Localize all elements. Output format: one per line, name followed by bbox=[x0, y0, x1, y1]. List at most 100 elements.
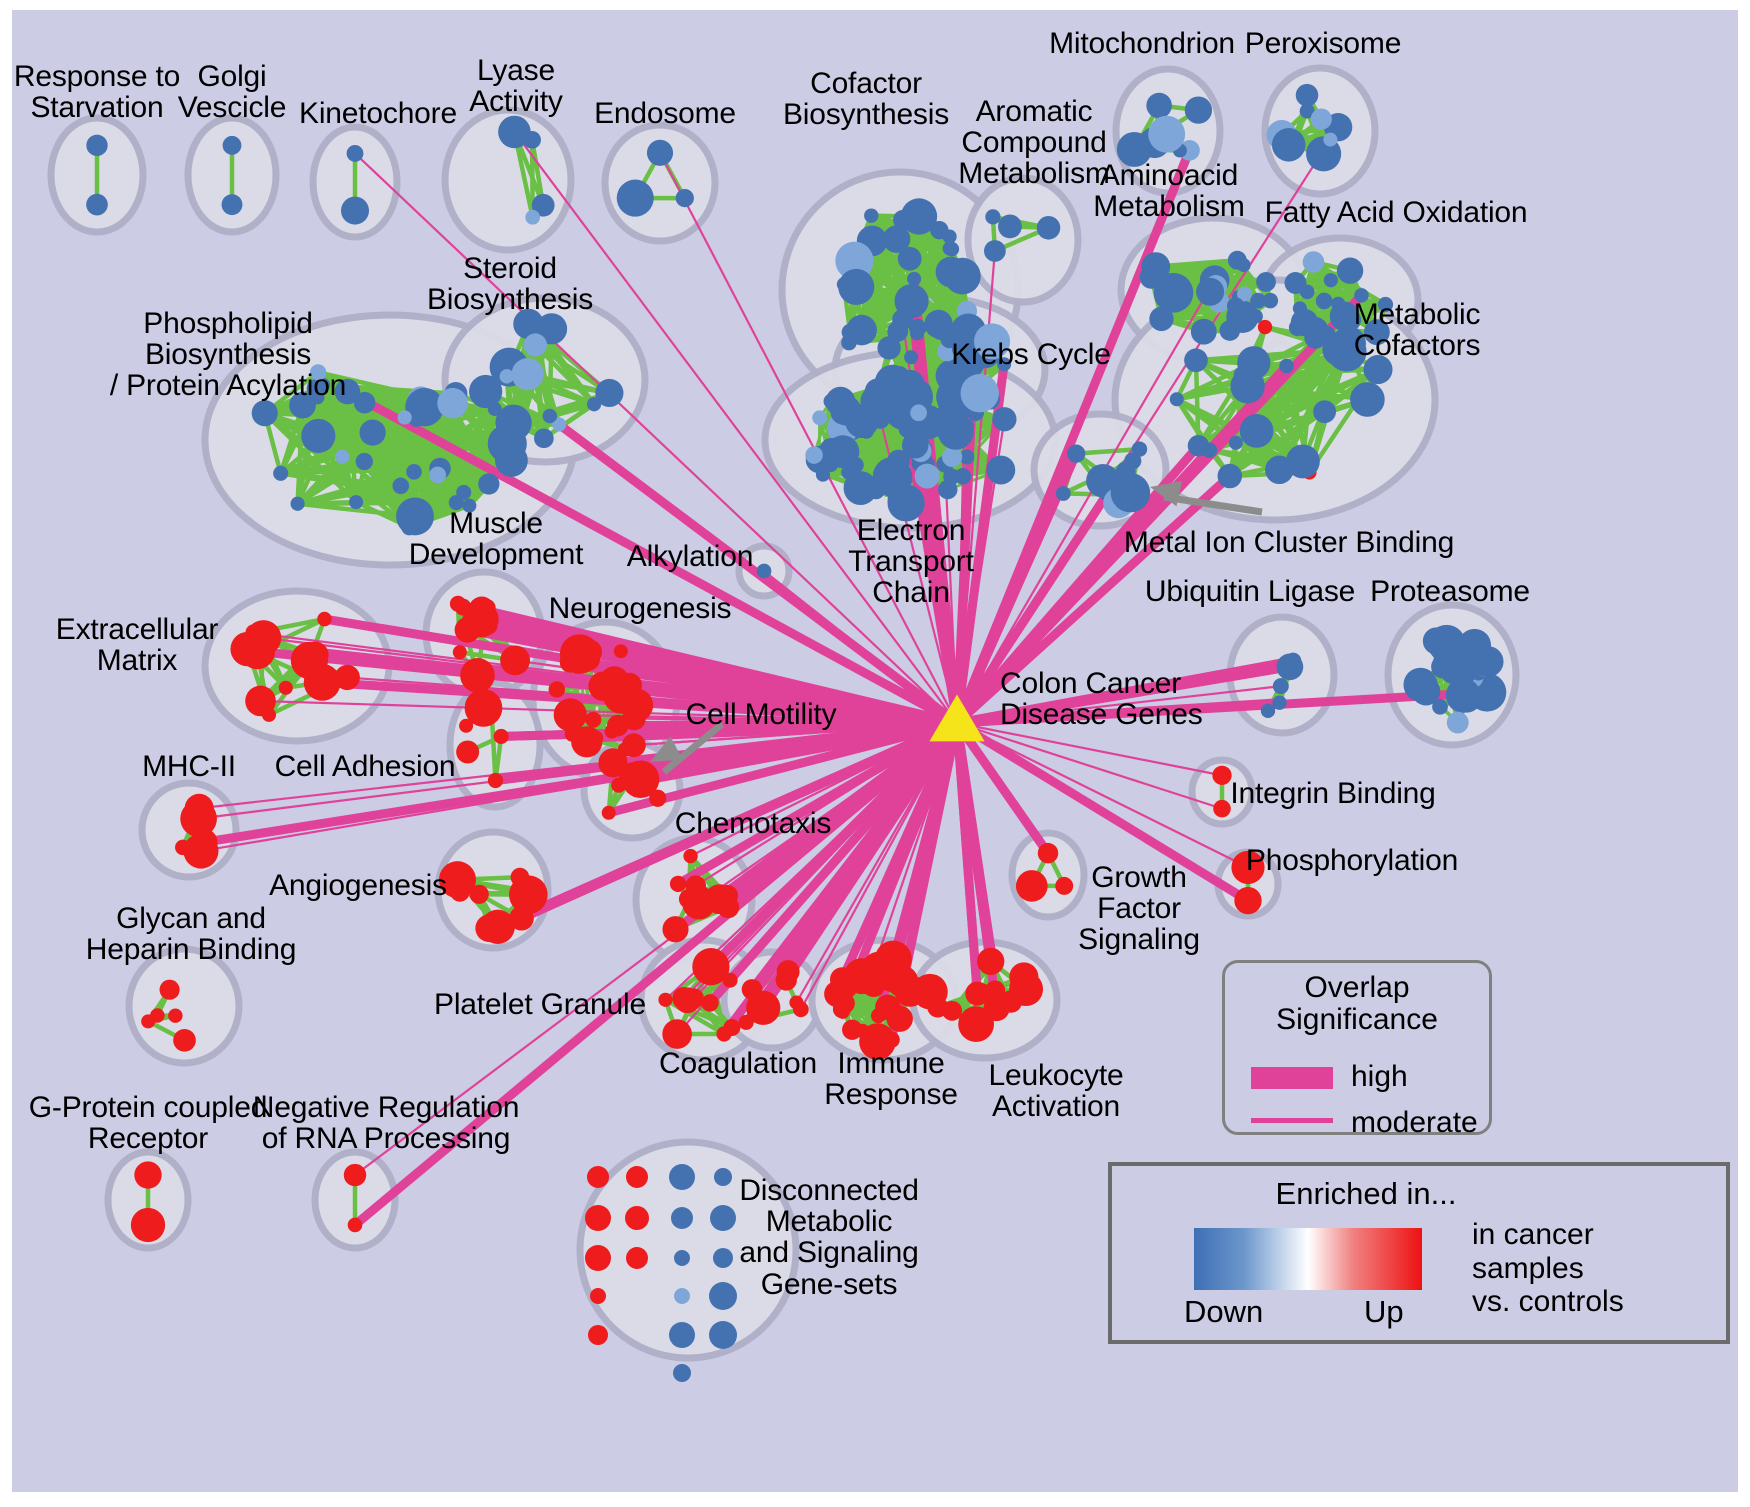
gene-set-node bbox=[985, 209, 1001, 225]
hub-edges bbox=[182, 126, 1488, 1229]
cluster-label-extracellular-matrix: Extracellular Matrix bbox=[55, 613, 219, 678]
gene-set-node bbox=[1257, 319, 1273, 335]
hub-edge-high bbox=[759, 720, 961, 1011]
cluster-label-steroid-biosynthesis: Steroid Biosynthesis bbox=[426, 252, 593, 317]
disconnected-gene-set-node bbox=[714, 1168, 732, 1186]
gene-set-node bbox=[523, 333, 547, 357]
gene-set-node bbox=[669, 875, 687, 893]
gene-set-node bbox=[1037, 842, 1059, 864]
overlap-high-swatch bbox=[1251, 1067, 1333, 1089]
cluster-halo bbox=[576, 1138, 800, 1362]
gene-set-node bbox=[577, 639, 603, 665]
gene-set-node bbox=[1363, 319, 1390, 346]
disconnected-gene-set-node bbox=[588, 1325, 608, 1345]
hub-node-label: Colon Cancer Disease Genes bbox=[1000, 667, 1203, 732]
gene-set-node bbox=[789, 995, 804, 1010]
gene-set-node bbox=[675, 188, 694, 208]
hub-edge-high bbox=[675, 719, 960, 888]
enrichment-down-label: Down bbox=[1184, 1294, 1264, 1329]
gene-set-node bbox=[683, 988, 705, 1009]
hub-edge-high bbox=[635, 718, 958, 777]
gene-set-node bbox=[1184, 348, 1208, 373]
gene-set-node bbox=[340, 196, 370, 225]
gene-set-node bbox=[701, 994, 719, 1012]
gene-set-node bbox=[901, 432, 929, 459]
gene-set-node bbox=[835, 241, 874, 280]
disconnected-gene-set-node bbox=[709, 1321, 737, 1349]
gene-set-node bbox=[974, 323, 1011, 360]
cluster-label-ubiquitin-ligase: Ubiquitin Ligase bbox=[1144, 575, 1356, 608]
gene-set-node bbox=[723, 1019, 741, 1037]
cluster-label-glycan-and-heparin-binding: Glycan and Heparin Binding bbox=[85, 902, 297, 967]
gene-set-node bbox=[997, 357, 1012, 372]
gene-set-node bbox=[552, 417, 567, 432]
disconnected-gene-set-node bbox=[673, 1364, 691, 1382]
hub-edge-high bbox=[495, 718, 959, 931]
gene-set-node bbox=[843, 471, 878, 506]
gene-set-node bbox=[1231, 850, 1265, 884]
gene-set-node bbox=[951, 359, 968, 377]
gene-set-node bbox=[974, 983, 991, 1000]
gene-set-node bbox=[183, 833, 219, 869]
gene-set-edge bbox=[533, 342, 597, 407]
hub-edge-moderate bbox=[659, 152, 958, 724]
gene-set-node bbox=[977, 947, 1005, 976]
annotation-arrow-line bbox=[1163, 493, 1263, 516]
gene-set-node bbox=[1472, 646, 1504, 678]
disconnected-gene-set-node bbox=[709, 1282, 737, 1310]
gene-set-node bbox=[1149, 306, 1174, 332]
gene-set-node bbox=[598, 748, 628, 778]
gene-set-node bbox=[405, 387, 444, 427]
disconnected-gene-set-node bbox=[585, 1205, 611, 1231]
cluster-label-krebs-cycle: Krebs Cycle bbox=[951, 338, 1111, 371]
gene-set-node bbox=[1363, 355, 1393, 385]
cluster-label-platelet-granule: Platelet Granule bbox=[434, 988, 646, 1021]
gene-set-node bbox=[1323, 273, 1338, 288]
gene-set-node bbox=[847, 456, 864, 474]
gene-set-node bbox=[1336, 257, 1364, 284]
gene-set-node bbox=[1226, 297, 1245, 315]
gene-set-node bbox=[998, 214, 1022, 239]
cluster-label-cell-motility: Cell Motility bbox=[685, 698, 837, 731]
gene-set-node bbox=[1292, 301, 1307, 316]
gene-set-edge bbox=[1300, 335, 1318, 464]
gene-set-node bbox=[595, 378, 624, 408]
gene-set-node bbox=[1446, 711, 1469, 734]
cluster-label-mhc-ii: MHC-II bbox=[142, 750, 236, 783]
gene-set-node bbox=[478, 473, 500, 495]
gene-set-node bbox=[499, 369, 515, 384]
gene-set-node bbox=[464, 689, 503, 727]
gene-set-node bbox=[347, 1217, 363, 1233]
cluster-label-neurogenesis: Neurogenesis bbox=[548, 592, 732, 625]
gene-set-node bbox=[290, 496, 305, 511]
gene-set-node bbox=[741, 979, 763, 1000]
gene-set-node bbox=[523, 130, 541, 149]
gene-set-node bbox=[334, 664, 360, 691]
hub-edge-high bbox=[911, 442, 962, 724]
cluster-label-angiogenesis: Angiogenesis bbox=[269, 869, 447, 902]
gene-set-node bbox=[548, 681, 565, 698]
gene-set-node bbox=[775, 969, 797, 991]
gene-set-node bbox=[589, 730, 604, 745]
gene-set-node bbox=[1284, 272, 1307, 294]
gene-set-node bbox=[585, 711, 602, 728]
gene-set-node bbox=[910, 287, 926, 303]
hub-edge-high bbox=[323, 614, 958, 728]
gene-set-node bbox=[1219, 320, 1241, 341]
disconnected-gene-set-node bbox=[669, 1322, 695, 1348]
gene-set-node bbox=[756, 563, 772, 579]
gene-set-node bbox=[1256, 272, 1276, 292]
cluster-label-response-to-starvation: Response to Starvation bbox=[13, 60, 181, 125]
cluster-label-peroxisome: Peroxisome bbox=[1244, 27, 1402, 60]
gene-set-node bbox=[954, 468, 972, 485]
cluster-label-fatty-acid-oxidation: Fatty Acid Oxidation bbox=[1264, 196, 1528, 229]
gene-set-node bbox=[1015, 870, 1048, 902]
gene-set-node bbox=[542, 408, 558, 424]
cluster-label-muscle-development: Muscle Development bbox=[408, 507, 584, 572]
gene-set-node bbox=[480, 909, 515, 944]
hub-edge-moderate bbox=[956, 721, 1223, 810]
overlap-high-label: high bbox=[1351, 1060, 1408, 1093]
gene-set-node bbox=[1239, 414, 1274, 448]
gene-set-node bbox=[1302, 251, 1325, 273]
gene-set-node bbox=[1190, 318, 1217, 345]
